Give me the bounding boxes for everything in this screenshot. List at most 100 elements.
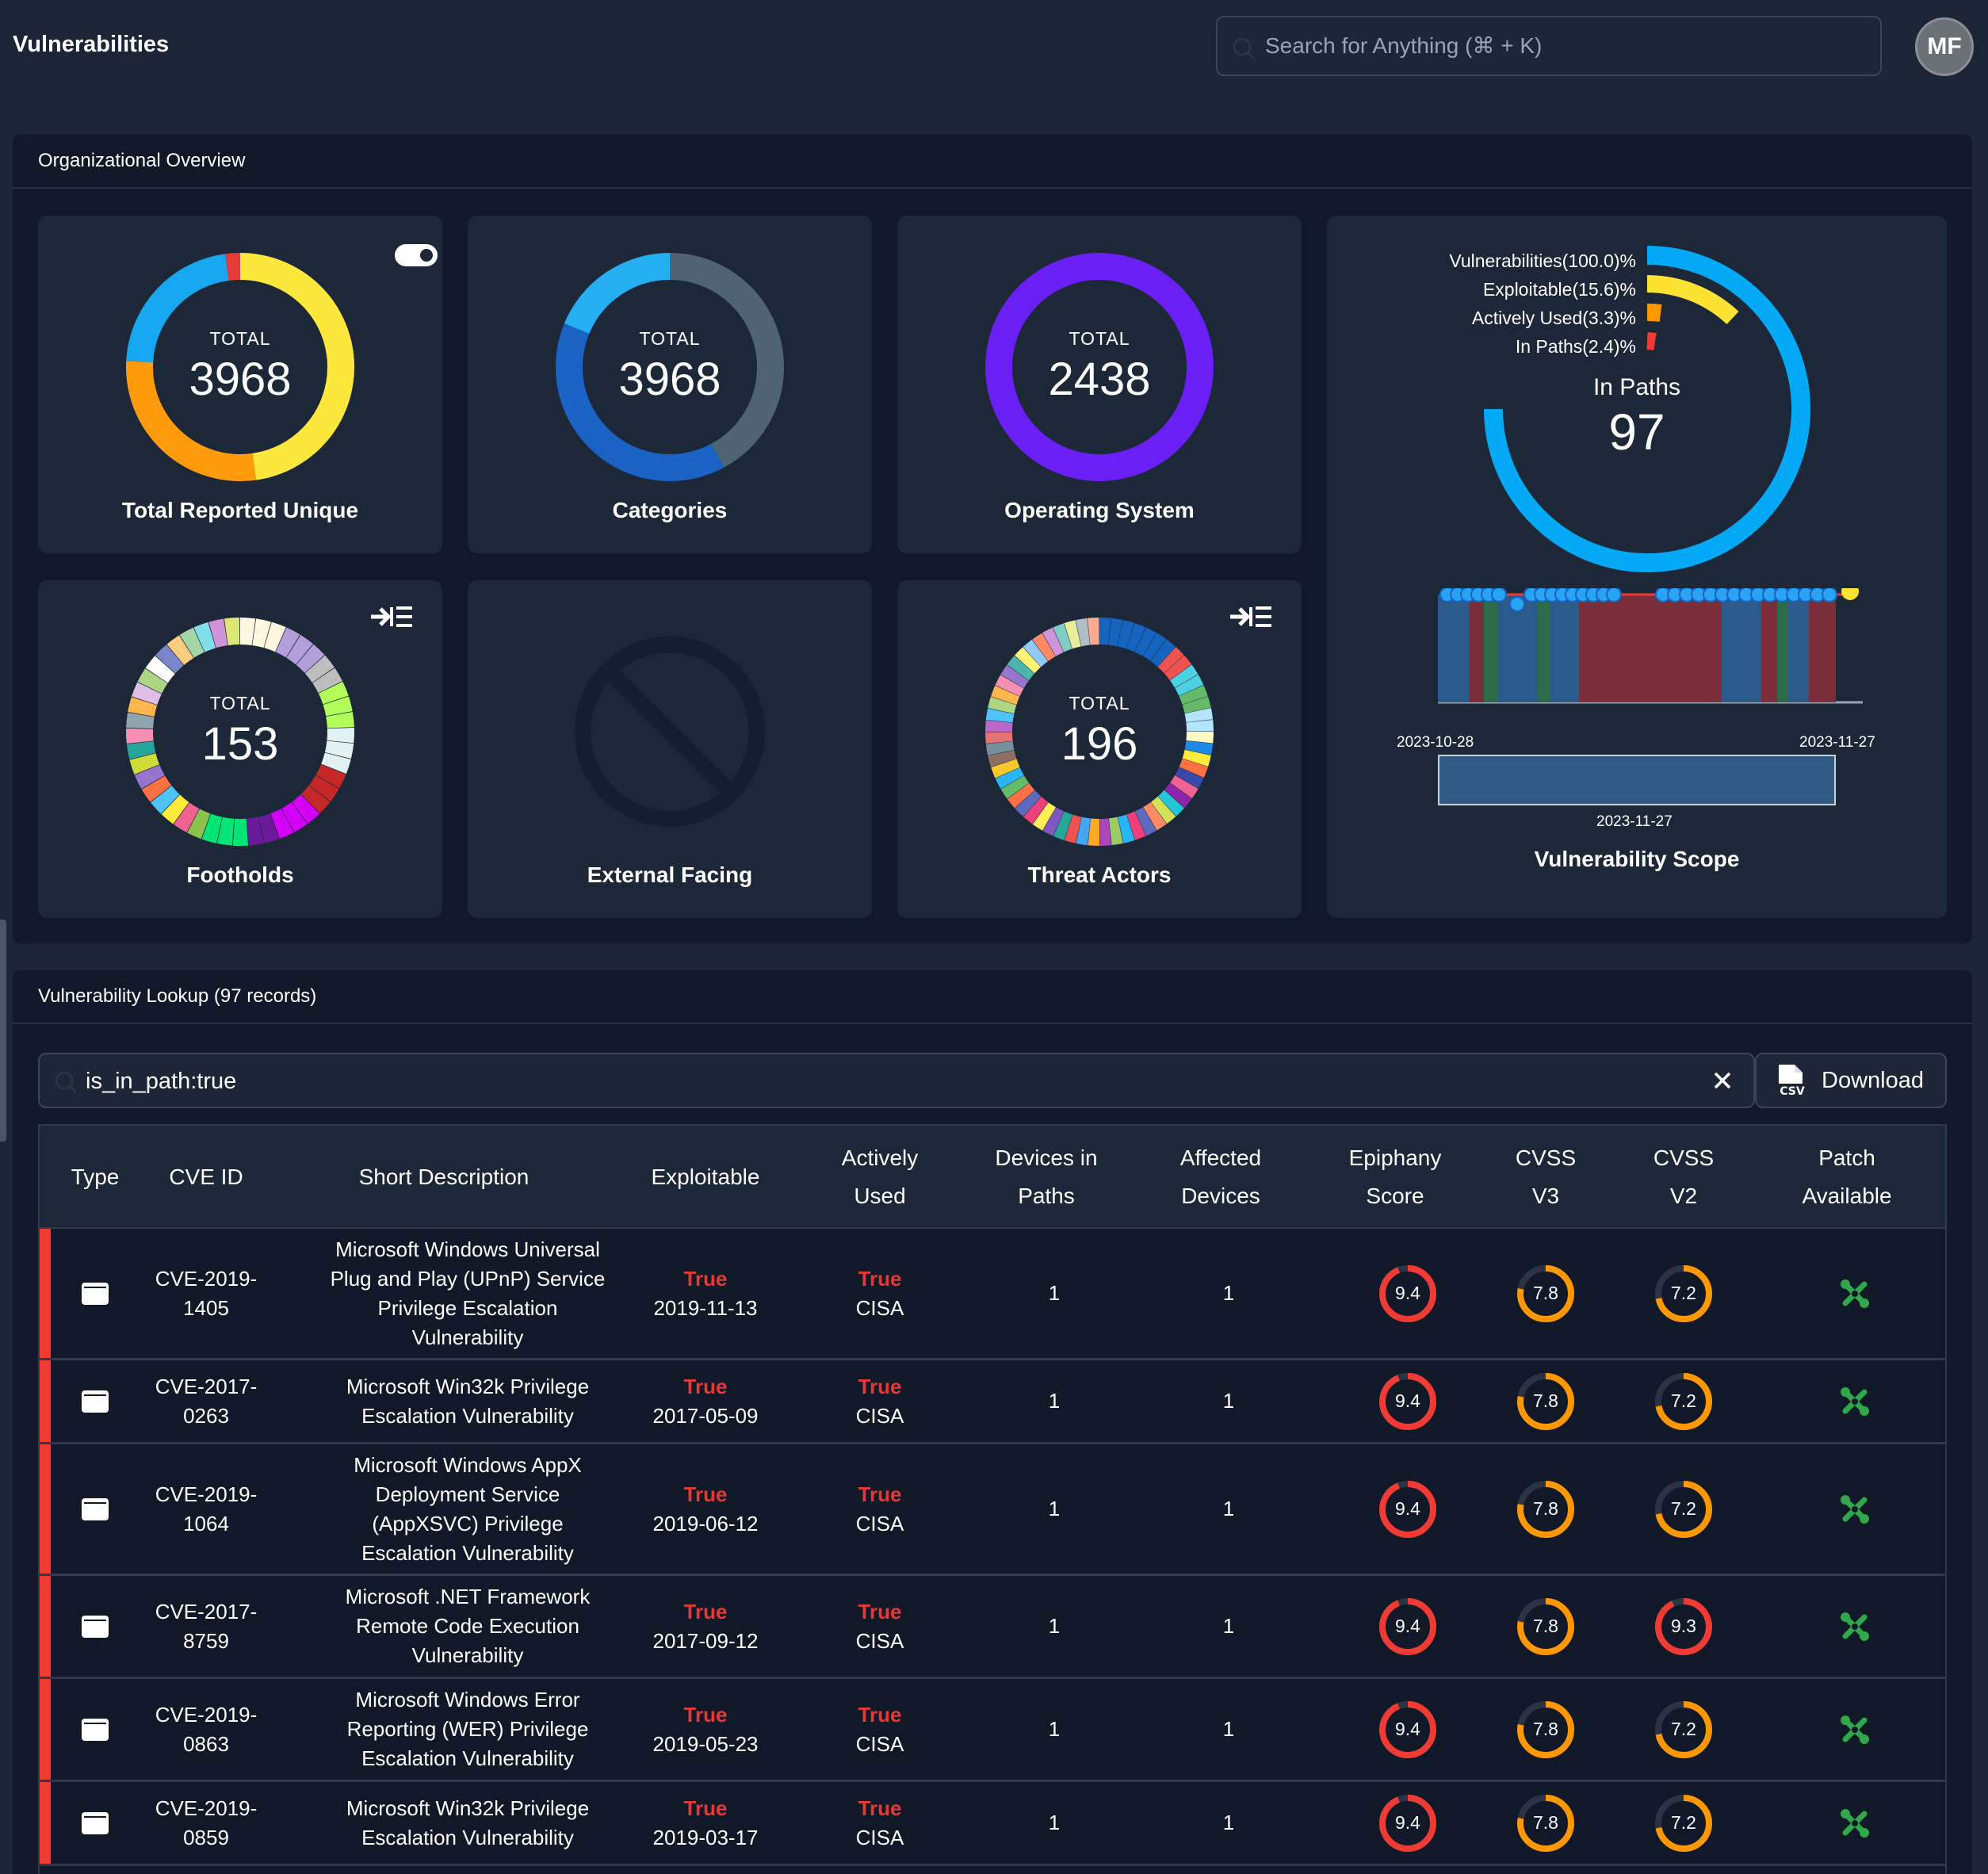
donut-slice[interactable] bbox=[141, 775, 172, 802]
card-operating-system[interactable]: TOTAL 2438 Operating System bbox=[897, 216, 1302, 553]
donut-slice[interactable] bbox=[1150, 639, 1176, 667]
donut-slice[interactable] bbox=[1186, 719, 1214, 732]
donut-slice[interactable] bbox=[296, 644, 325, 673]
donut-slice[interactable] bbox=[1023, 639, 1048, 667]
donut-slice[interactable] bbox=[1108, 817, 1123, 846]
donut-slice[interactable] bbox=[1182, 749, 1211, 767]
donut-slice[interactable] bbox=[1007, 783, 1035, 809]
col-exploitable[interactable]: Exploitable bbox=[651, 1165, 760, 1189]
donut-slice[interactable] bbox=[1087, 618, 1099, 645]
donut-slice[interactable] bbox=[1126, 811, 1146, 840]
cve-id[interactable]: CVE-2017-0263 bbox=[155, 1374, 258, 1428]
donut-slice[interactable] bbox=[1184, 740, 1214, 755]
search-input[interactable] bbox=[1265, 25, 1868, 67]
col-epiphany-score[interactable]: Epiphany Score bbox=[1348, 1145, 1442, 1208]
donut-slice[interactable] bbox=[292, 794, 320, 824]
donut-slice[interactable] bbox=[1164, 655, 1192, 680]
patch-tools-icon[interactable] bbox=[1839, 1714, 1871, 1746]
donut-slice[interactable] bbox=[129, 753, 160, 774]
donut-slice[interactable] bbox=[1076, 817, 1091, 846]
col-cve-id[interactable]: CVE ID bbox=[169, 1165, 243, 1189]
donut-slice[interactable] bbox=[327, 727, 355, 744]
donut-slice[interactable] bbox=[132, 682, 162, 706]
cve-id[interactable]: CVE-2019-0859 bbox=[155, 1796, 258, 1849]
donut-slice[interactable] bbox=[126, 728, 154, 744]
donut-slice[interactable] bbox=[326, 711, 354, 729]
donut-slice[interactable] bbox=[201, 813, 223, 843]
donut-slice[interactable] bbox=[1143, 633, 1167, 661]
donut-slice[interactable] bbox=[309, 775, 339, 801]
donut-slice[interactable] bbox=[216, 817, 235, 846]
donut-slice[interactable] bbox=[312, 667, 343, 694]
timeline-point-latest[interactable] bbox=[1841, 588, 1859, 600]
donut-slice[interactable] bbox=[1053, 623, 1072, 652]
donut-slice[interactable] bbox=[281, 801, 308, 832]
donut-slice[interactable] bbox=[264, 621, 286, 652]
col-devices-in-paths[interactable]: Devices in Paths bbox=[995, 1145, 1098, 1208]
donut-slice[interactable] bbox=[995, 767, 1024, 789]
donut-slice[interactable] bbox=[985, 740, 1015, 755]
donut-slice[interactable] bbox=[1088, 818, 1099, 846]
donut-slice[interactable] bbox=[1186, 732, 1214, 744]
cve-id[interactable]: CVE-2019-0863 bbox=[155, 1702, 258, 1756]
donut-slice[interactable] bbox=[995, 675, 1024, 697]
donut-slice[interactable] bbox=[1182, 696, 1211, 713]
operating-system-donut[interactable] bbox=[984, 252, 1214, 482]
patch-tools-icon[interactable] bbox=[1839, 1807, 1871, 1839]
donut-slice[interactable] bbox=[300, 785, 331, 813]
donut-slice[interactable] bbox=[1064, 620, 1081, 649]
donut-slice[interactable] bbox=[275, 627, 300, 658]
expand-list-icon[interactable] bbox=[1229, 602, 1273, 631]
donut-slice[interactable] bbox=[1134, 627, 1156, 656]
timeline-bar[interactable] bbox=[1538, 595, 1550, 702]
donut-slice[interactable] bbox=[1118, 814, 1135, 843]
donut-slice[interactable] bbox=[286, 634, 313, 665]
donut-slice[interactable] bbox=[137, 668, 168, 694]
card-footholds[interactable]: TOTAL 153 Footholds bbox=[38, 580, 442, 918]
card-external-facing[interactable]: External Facing bbox=[468, 580, 872, 918]
donut-slice[interactable] bbox=[1169, 664, 1199, 688]
expand-list-icon[interactable] bbox=[369, 602, 414, 631]
donut-slice[interactable] bbox=[1143, 801, 1167, 831]
donut-slice[interactable] bbox=[318, 681, 349, 705]
donut-slice[interactable] bbox=[323, 696, 353, 717]
close-icon[interactable] bbox=[1709, 1067, 1736, 1094]
col-cvss-v2[interactable]: CVSS V2 bbox=[1653, 1145, 1715, 1208]
patch-tools-icon[interactable] bbox=[1839, 1611, 1871, 1643]
card-threat-actors[interactable]: TOTAL 196 Threat Actors bbox=[897, 580, 1302, 918]
donut-slice[interactable] bbox=[988, 750, 1017, 767]
donut-slice[interactable] bbox=[252, 618, 271, 648]
donut-slice[interactable] bbox=[270, 809, 294, 839]
donut-slice[interactable] bbox=[304, 655, 335, 683]
patch-tools-icon[interactable] bbox=[1839, 1386, 1871, 1417]
donut-slice[interactable] bbox=[1032, 633, 1056, 662]
patch-tools-icon[interactable] bbox=[1839, 1278, 1871, 1310]
cve-id[interactable]: CVE-2019-1405 bbox=[155, 1266, 258, 1320]
col-cvss-v3[interactable]: CVSS V3 bbox=[1515, 1145, 1577, 1208]
donut-slice[interactable] bbox=[1108, 618, 1123, 647]
donut-slice[interactable] bbox=[321, 752, 351, 774]
timeline-bar[interactable] bbox=[1498, 595, 1538, 702]
table-row[interactable]: CVE-2019-1405 Microsoft Windows Universal… bbox=[40, 1229, 1945, 1360]
avatar[interactable]: MF bbox=[1915, 17, 1974, 76]
table-row[interactable]: CVE-2019-0859 Microsoft Win32k Privilege … bbox=[40, 1782, 1945, 1866]
download-csv-button[interactable]: CSV Download bbox=[1755, 1053, 1947, 1108]
donut-slice[interactable] bbox=[134, 764, 165, 789]
brush-handle[interactable] bbox=[1438, 755, 1836, 805]
col-actively-used[interactable]: Actively Used bbox=[841, 1145, 919, 1208]
donut-slice[interactable] bbox=[1099, 618, 1111, 645]
col-type[interactable]: Type bbox=[71, 1165, 120, 1189]
categories-donut[interactable] bbox=[555, 252, 785, 482]
donut-slice[interactable] bbox=[1042, 807, 1065, 836]
donut-slice[interactable] bbox=[247, 817, 264, 846]
donut-slice[interactable] bbox=[1076, 618, 1091, 647]
cve-id[interactable]: CVE-2017-8759 bbox=[155, 1599, 258, 1653]
donut-slice[interactable] bbox=[128, 697, 158, 717]
timeline-bar[interactable] bbox=[1788, 595, 1809, 702]
scope-timeline-chart[interactable] bbox=[1327, 588, 1947, 778]
donut-slice[interactable] bbox=[1175, 767, 1204, 789]
donut-slice[interactable] bbox=[1007, 656, 1034, 681]
donut-slice[interactable] bbox=[1157, 790, 1185, 817]
card-categories[interactable]: TOTAL 3968 Categories bbox=[468, 216, 872, 553]
timeline-point[interactable] bbox=[1509, 596, 1525, 612]
